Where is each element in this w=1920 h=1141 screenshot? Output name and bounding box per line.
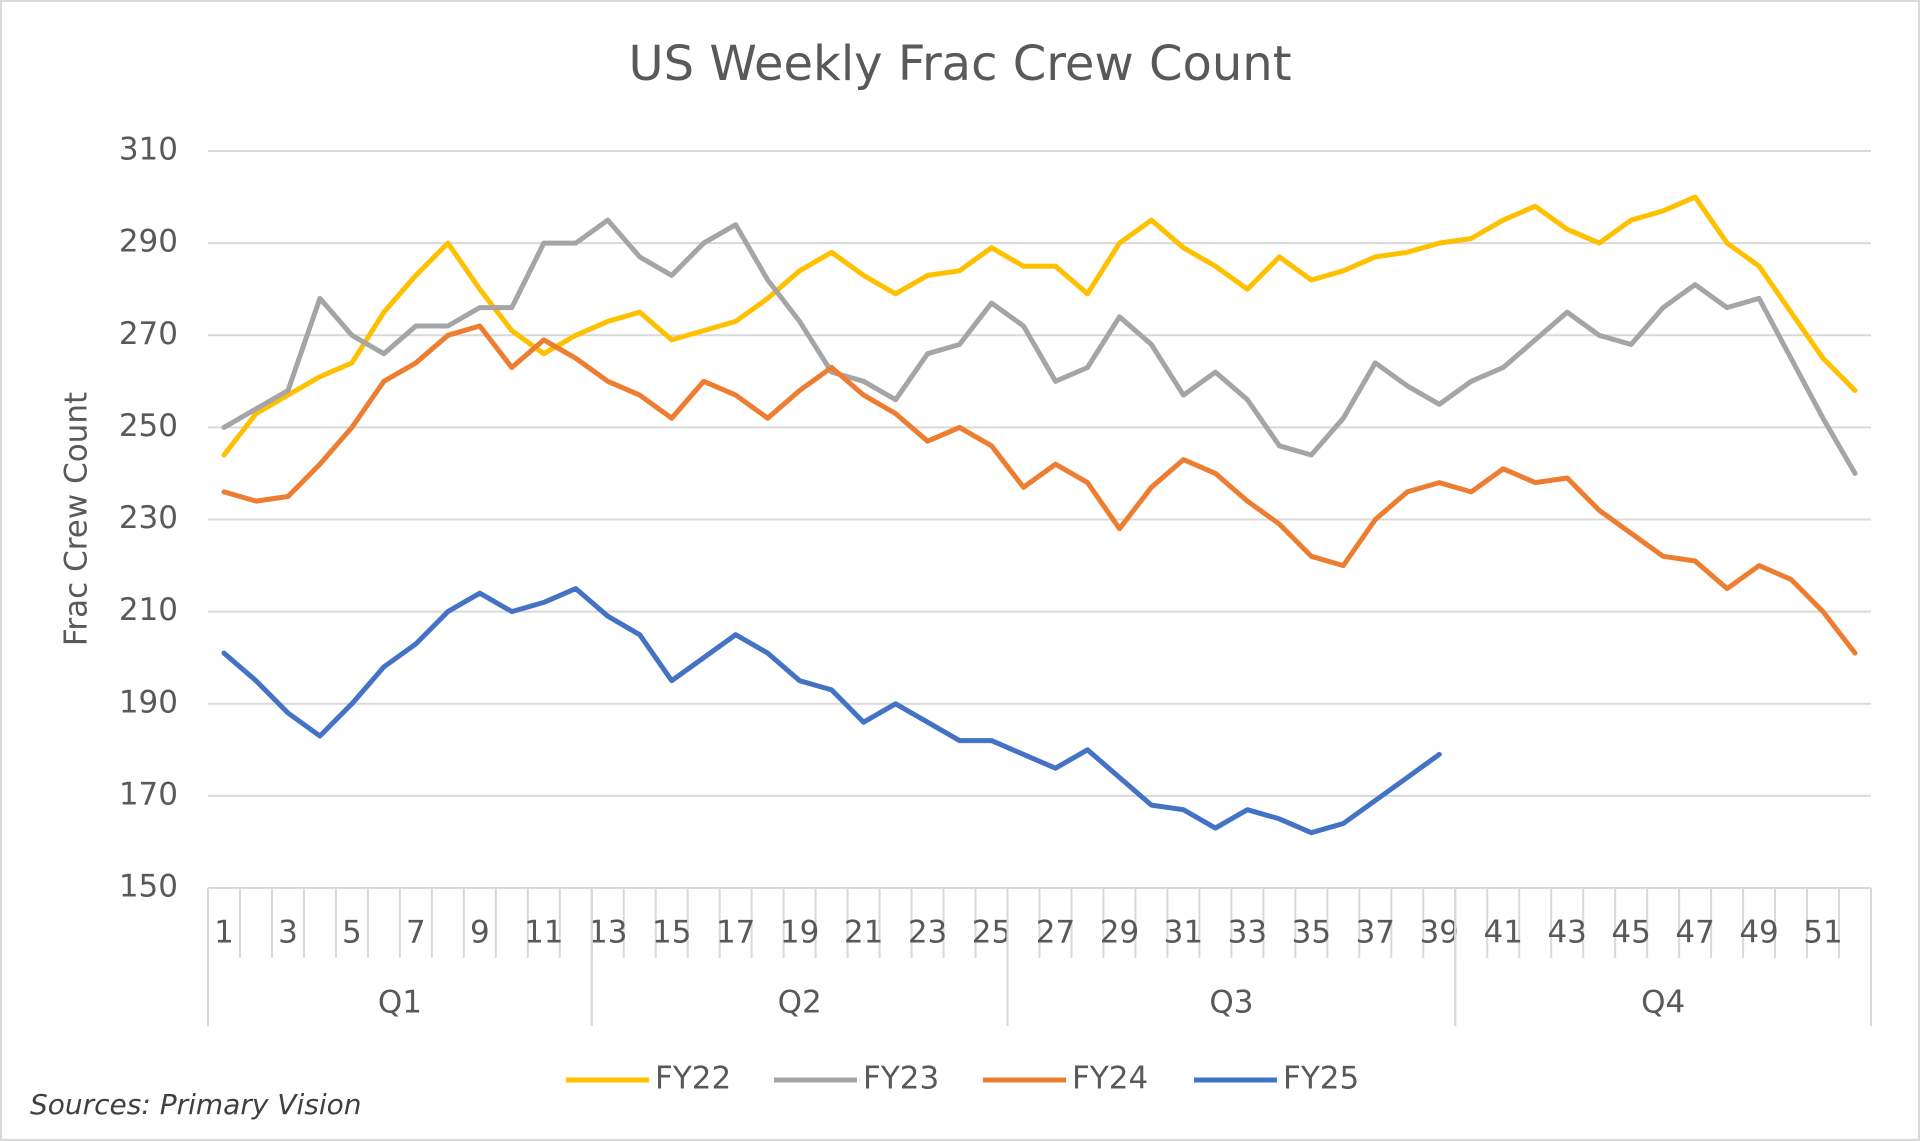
x-tick-label: 35 xyxy=(1292,915,1331,951)
x-tick-label: 23 xyxy=(908,915,947,951)
x-tick-label: 15 xyxy=(652,915,691,951)
x-tick-label: 19 xyxy=(780,915,819,951)
x-tick-label: 37 xyxy=(1356,915,1395,951)
y-tick-label: 310 xyxy=(119,132,178,168)
y-tick-label: 150 xyxy=(119,869,178,905)
x-tick-label: 17 xyxy=(716,915,755,951)
group-label: Q2 xyxy=(778,985,822,1021)
x-tick-label: 7 xyxy=(406,915,426,951)
group-label: Q4 xyxy=(1641,985,1685,1021)
x-tick-label: 25 xyxy=(972,915,1011,951)
x-tick-label: 31 xyxy=(1164,915,1203,951)
y-tick-label: 170 xyxy=(119,776,178,812)
y-tick-label: 210 xyxy=(119,592,178,628)
x-tick-label: 5 xyxy=(342,915,362,951)
x-tick-label: 13 xyxy=(588,915,627,951)
y-tick-label: 270 xyxy=(119,316,178,352)
x-tick-label: 39 xyxy=(1420,915,1459,951)
x-tick-label: 29 xyxy=(1100,915,1139,951)
x-tick-label: 27 xyxy=(1036,915,1075,951)
legend-label: FY23 xyxy=(863,1061,939,1097)
group-label: Q3 xyxy=(1209,985,1253,1021)
series-line xyxy=(221,323,1858,656)
x-tick-label: 11 xyxy=(524,915,563,951)
legend-label: FY22 xyxy=(655,1061,731,1097)
x-tick-label: 47 xyxy=(1675,915,1714,951)
x-tick-label: 21 xyxy=(844,915,883,951)
x-tick-label: 49 xyxy=(1739,915,1778,951)
legend-label: FY25 xyxy=(1283,1061,1359,1097)
source-note: Sources: Primary Vision xyxy=(30,1088,361,1121)
x-tick-label: 51 xyxy=(1803,915,1842,951)
group-label: Q1 xyxy=(378,985,422,1021)
series-line xyxy=(221,586,1442,836)
x-tick-label: 41 xyxy=(1483,915,1522,951)
x-tick-label: 45 xyxy=(1611,915,1650,951)
x-tick-label: 9 xyxy=(470,915,490,951)
y-tick-label: 190 xyxy=(119,684,178,720)
y-axis-title: Frac Crew Count xyxy=(59,392,95,646)
chart-title: US Weekly Frac Crew Count xyxy=(628,36,1291,92)
y-tick-label: 230 xyxy=(119,500,178,536)
x-tick-label: 3 xyxy=(278,915,298,951)
x-tick-label: 33 xyxy=(1228,915,1267,951)
x-tick-label: 1 xyxy=(214,915,234,951)
y-tick-label: 290 xyxy=(119,224,178,260)
series-line xyxy=(221,217,1858,476)
legend-label: FY24 xyxy=(1072,1061,1148,1097)
x-tick-label: 43 xyxy=(1547,915,1586,951)
y-tick-label: 250 xyxy=(119,408,178,444)
